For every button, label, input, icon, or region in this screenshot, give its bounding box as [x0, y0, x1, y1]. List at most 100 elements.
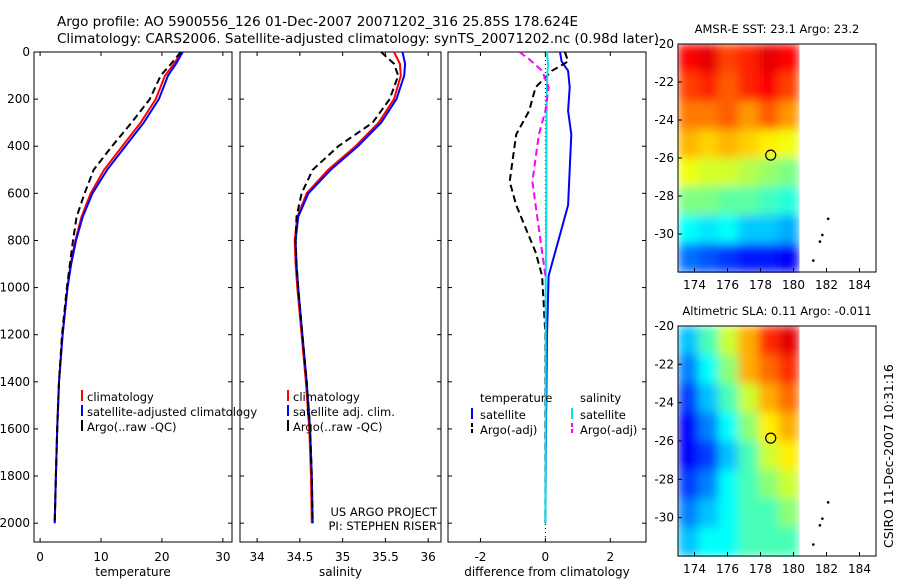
sst-map-heatmap-cell	[738, 101, 759, 131]
sst-map-heatmap-cell	[778, 129, 800, 159]
sla-map-heatmap-cell	[758, 354, 779, 385]
sla-map-heatmap-cell	[758, 326, 779, 356]
sst-map-heatmap-cell	[718, 186, 739, 216]
temperature-plot-frame	[33, 51, 233, 543]
sla-map-heatmap-cell	[778, 354, 800, 385]
salinity-plot-frame	[239, 51, 442, 543]
sst-map-heatmap-cell	[758, 215, 779, 245]
sla-map-y-tick-label: -30	[654, 511, 674, 525]
sla-map-y-tick-label: -20	[654, 319, 674, 333]
header-line-2: Climatology: CARS2006. Satellite-adjuste…	[57, 31, 659, 47]
sst-map-heatmap-cell	[738, 129, 759, 159]
sst-map-heatmap-cell	[678, 158, 699, 188]
sst-map-x-tick-label: 182	[815, 278, 838, 292]
depth-tick-label: 200	[7, 92, 30, 106]
sla-map-x-tick-label: 174	[683, 562, 706, 576]
depth-tick-label: 800	[7, 233, 30, 247]
sst-map-heatmap-cell	[698, 129, 719, 159]
temperature-legend-label: Argo(..raw -QC)	[87, 420, 177, 434]
sla-map-y-tick-label: -26	[654, 434, 674, 448]
salinity-series-line	[294, 51, 407, 524]
sst-map-heatmap-cell	[778, 44, 800, 74]
sla-map-heatmap-cell	[718, 354, 739, 385]
sst-map-heatmap-cell	[758, 158, 779, 188]
depth-tick-label: 1000	[0, 281, 30, 295]
sla-map-x-tick-label: 176	[716, 562, 739, 576]
sst-map-island	[821, 233, 824, 237]
sla-map-x-tick-label: 180	[782, 562, 805, 576]
sla-map-heatmap-cell	[778, 498, 800, 528]
sst-map-heatmap-cell	[718, 101, 739, 131]
difference-series-line	[508, 51, 570, 524]
sst-map-heatmap-cell	[778, 101, 800, 131]
project-credit-line: US ARGO PROJECT	[330, 505, 438, 519]
sst-map-y-tick-label: -28	[654, 189, 674, 203]
depth-tick-label: 400	[7, 139, 30, 153]
sla-map-heatmap-cell	[738, 498, 759, 528]
sla-map-y-tick-label: -24	[654, 396, 674, 410]
sla-map-y-tick-label: -28	[654, 472, 674, 486]
sla-map-island	[818, 524, 822, 527]
sst-map-heatmap-cell	[718, 243, 739, 273]
sst-map-heatmap-cell	[758, 186, 779, 216]
sst-map-heatmap-cell	[698, 44, 719, 74]
temperature-x-tick-label: 30	[215, 550, 230, 564]
difference-x-tick-label: 0	[542, 550, 550, 564]
sla-map-heatmap-cell	[758, 498, 779, 528]
sst-map-heatmap-cell	[678, 44, 699, 74]
sst-map-heatmap-cell	[778, 243, 800, 273]
sst-map-heatmap-cell	[698, 243, 719, 273]
depth-tick-label: 1800	[0, 469, 30, 483]
sst-map-heatmap-cell	[718, 215, 739, 245]
sla-map-heatmap	[678, 326, 800, 557]
sla-map-heatmap-cell	[678, 527, 699, 557]
sla-map-y-tick-label: -22	[654, 357, 674, 371]
sla-map-heatmap-cell	[738, 383, 759, 413]
sst-map-y-tick-label: -22	[654, 75, 674, 89]
sla-map-heatmap-cell	[698, 527, 719, 557]
project-credit-line: PI: STEPHEN RISER	[329, 519, 438, 533]
sla-map-heatmap-cell	[698, 498, 719, 528]
sst-map-heatmap-cell	[698, 215, 719, 245]
difference-x-tick-label: -2	[474, 550, 486, 564]
sla-map-heatmap-cell	[678, 498, 699, 528]
sst-map-x-tick-label: 180	[782, 278, 805, 292]
sst-map-heatmap-cell	[758, 44, 779, 74]
sla-map-heatmap-cell	[738, 326, 759, 356]
sla-map-heatmap-cell	[758, 383, 779, 413]
sst-map-heatmap-cell	[738, 158, 759, 188]
salinity-x-tick-label: 34	[249, 550, 264, 564]
salinity-x-tick-label: 35	[335, 550, 350, 564]
sla-map-heatmap-cell	[678, 383, 699, 413]
sla-map-heatmap-cell	[778, 527, 800, 557]
sst-map-heatmap-cell	[778, 72, 800, 102]
salinity-x-tick-label: 34.5	[287, 550, 314, 564]
sst-map-heatmap-cell	[738, 215, 759, 245]
sst-map-heatmap-cell	[738, 186, 759, 216]
salinity-legend-label: satellite adj. clim.	[293, 405, 395, 419]
sla-map-argo-marker	[765, 432, 777, 444]
depth-tick-label: 2000	[0, 516, 30, 530]
sst-map-x-tick-label: 176	[716, 278, 739, 292]
sla-map-island	[826, 501, 830, 504]
panel-salinity: 34 34.5 35 35.5 36 salinity climatologysatelli…	[239, 51, 442, 579]
temperature-x-tick-label: 20	[154, 550, 169, 564]
difference-legend-label: satellite	[480, 408, 526, 422]
sst-map-heatmap-cell	[758, 243, 779, 273]
sla-map-island	[812, 543, 815, 546]
sla-map-heatmap-cell	[778, 326, 800, 356]
sla-map-heatmap-cell	[718, 412, 739, 442]
salinity-x-tick-label: 36	[421, 550, 436, 564]
sla-map-x-tick-label: 178	[749, 562, 772, 576]
sst-map-x-tick-label: 178	[749, 278, 772, 292]
temperature-x-tick-label: 10	[93, 550, 108, 564]
depth-tick-label: 1400	[0, 375, 30, 389]
sst-map-heatmap-cell	[758, 72, 779, 102]
sla-map-heatmap-cell	[758, 441, 779, 471]
sst-map-y-tick-label: -24	[654, 113, 674, 127]
depth-tick-label: 1200	[0, 328, 30, 342]
sst-map-heatmap-cell	[678, 101, 699, 131]
sst-map-heatmap-cell	[698, 158, 719, 188]
sla-map-heatmap-cell	[718, 441, 739, 471]
